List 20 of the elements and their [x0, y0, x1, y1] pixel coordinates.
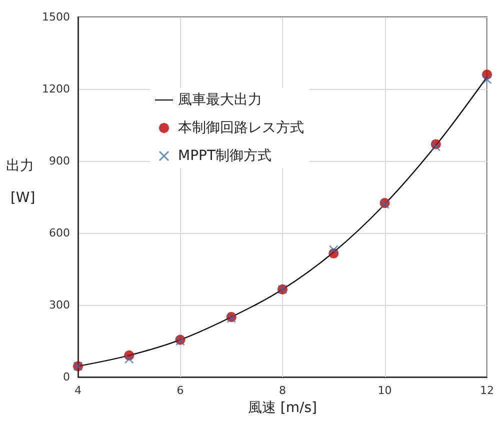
point	[329, 245, 338, 254]
y-tick-label: 300	[49, 298, 70, 312]
y-tick-label: 1200	[42, 82, 70, 96]
y-tick-label: 900	[49, 154, 70, 168]
x-axis-title: 風速 [m/s]	[248, 400, 318, 416]
legend-label: MPPT制御方式	[178, 148, 272, 164]
x-tick-label: 4	[74, 384, 82, 397]
x-tick-label: 12	[480, 384, 494, 397]
legend-label: 風車最大出力	[178, 92, 262, 108]
legend-label: 本制御回路レス方式	[178, 120, 304, 136]
point	[431, 142, 440, 152]
x-tick-label: 6	[176, 384, 184, 397]
y-tick-label: 0	[63, 370, 70, 384]
y-tick-label: 1500	[42, 10, 70, 24]
point	[124, 354, 134, 364]
y-axis-title: 出力 [W]	[6, 158, 36, 206]
x-tick-label: 8	[279, 384, 286, 397]
y-tick-label: 600	[49, 226, 70, 240]
point	[482, 74, 492, 84]
x-tick-label: 10	[378, 384, 392, 397]
